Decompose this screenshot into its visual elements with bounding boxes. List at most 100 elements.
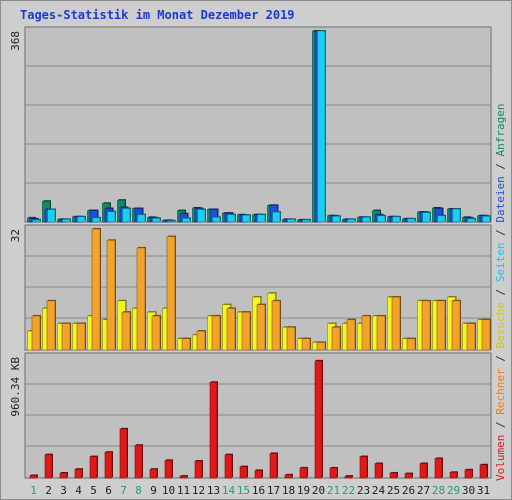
legend-entry-anfragen: Anfragen	[494, 103, 507, 157]
bar-sites-day-4	[76, 323, 86, 351]
x-tick-label-day-21: 21	[327, 484, 340, 497]
x-tick-label-day-9: 9	[150, 484, 157, 497]
bar-pages-day-10	[167, 220, 176, 223]
bar-pages-day-9	[152, 218, 161, 223]
bar-sites-day-24	[376, 315, 386, 351]
bar-sites-day-31	[481, 319, 491, 351]
bar-pages-day-15	[242, 214, 251, 223]
bar-kbytes-day-29	[449, 472, 458, 479]
bar-sites-day-16	[256, 304, 266, 351]
bar-kbytes-day-2	[44, 454, 53, 479]
bar-sites-day-18	[286, 327, 296, 351]
x-tick-label-day-2: 2	[45, 484, 52, 497]
x-tick-label-day-16: 16	[252, 484, 265, 497]
bar-pages-day-11	[182, 218, 191, 223]
x-tick-label-day-17: 17	[267, 484, 280, 497]
bar-kbytes-day-15	[239, 466, 248, 479]
y-max-label-requests: 368	[9, 31, 22, 51]
bar-sites-day-11	[181, 338, 191, 351]
bar-sites-day-8	[136, 247, 146, 351]
x-tick-label-day-28: 28	[432, 484, 445, 497]
bar-pages-day-31	[482, 215, 491, 223]
bar-pages-day-6	[107, 211, 116, 223]
bar-sites-day-28	[436, 300, 446, 351]
bar-kbytes-day-14	[224, 454, 233, 479]
bar-sites-day-26	[406, 338, 416, 351]
bar-sites-day-21	[331, 327, 341, 351]
x-tick-label-day-10: 10	[162, 484, 175, 497]
x-tick-label-day-25: 25	[387, 484, 400, 497]
bar-sites-day-19	[301, 338, 311, 351]
bar-sites-day-27	[421, 300, 431, 351]
x-tick-label-day-6: 6	[105, 484, 112, 497]
bar-pages-day-18	[287, 219, 296, 223]
legend-separator: /	[494, 414, 507, 435]
bar-pages-day-7	[122, 208, 131, 223]
bar-kbytes-day-24	[374, 463, 383, 479]
bar-sites-day-7	[121, 311, 131, 351]
bar-kbytes-day-17	[269, 453, 278, 479]
bar-kbytes-day-7	[119, 428, 128, 479]
x-tick-label-day-11: 11	[177, 484, 190, 497]
bar-sites-day-10	[166, 236, 176, 351]
bar-kbytes-day-9	[149, 468, 158, 479]
bar-pages-day-8	[137, 214, 146, 223]
chart-title: Tages-Statistik im Monat Dezember 2019	[20, 8, 295, 22]
legend-entry-dateien: Dateien	[494, 176, 507, 223]
legend-separator: /	[494, 156, 507, 177]
bar-pages-day-2	[47, 209, 56, 223]
legend-separator: /	[494, 282, 507, 303]
bar-pages-day-17	[272, 211, 281, 223]
bar-pages-day-16	[257, 214, 266, 223]
x-tick-label-day-30: 30	[462, 484, 475, 497]
bar-sites-day-22	[346, 319, 356, 351]
bar-sites-day-6	[106, 240, 116, 351]
bar-kbytes-day-25	[389, 472, 398, 479]
y-max-label-visits: 32	[9, 229, 22, 242]
plot-area-requests	[24, 26, 492, 223]
x-tick-label-day-3: 3	[60, 484, 67, 497]
bar-kbytes-day-27	[419, 463, 428, 479]
bar-kbytes-day-1	[29, 475, 38, 479]
bar-kbytes-day-22	[344, 475, 353, 479]
bar-pages-day-20	[317, 30, 326, 223]
legend-separator: /	[494, 222, 507, 243]
bar-sites-day-9	[151, 315, 161, 351]
bar-pages-day-4	[77, 216, 86, 223]
x-tick-label-day-27: 27	[417, 484, 430, 497]
bar-pages-day-22	[347, 219, 356, 223]
bar-kbytes-day-31	[479, 464, 488, 479]
x-tick-label-day-14: 14	[222, 484, 236, 497]
x-tick-label-day-8: 8	[135, 484, 142, 497]
bar-kbytes-day-11	[179, 475, 188, 479]
bar-kbytes-day-4	[74, 468, 83, 479]
bar-pages-day-3	[62, 219, 71, 223]
bar-pages-day-29	[452, 208, 461, 223]
bar-pages-day-24	[377, 215, 386, 223]
legend-entry-volumen: Volumen	[494, 434, 507, 481]
bar-sites-day-2	[46, 300, 56, 351]
bar-pages-day-21	[332, 215, 341, 223]
x-tick-label-day-18: 18	[282, 484, 295, 497]
bar-sites-day-12	[196, 330, 206, 351]
bar-kbytes-day-28	[434, 458, 443, 479]
bar-sites-day-29	[451, 300, 461, 351]
bar-pages-day-26	[407, 218, 416, 223]
legend-entry-rechner: Rechner	[494, 368, 507, 415]
bar-kbytes-day-18	[284, 474, 293, 479]
bar-sites-day-15	[241, 311, 251, 351]
legend-separator: /	[494, 348, 507, 369]
bar-kbytes-day-12	[194, 460, 203, 479]
bar-pages-day-28	[437, 215, 446, 223]
bar-kbytes-day-23	[359, 456, 368, 479]
x-tick-label-day-31: 31	[477, 484, 490, 497]
bar-kbytes-day-3	[59, 472, 68, 479]
x-tick-label-day-13: 13	[207, 484, 220, 497]
bar-pages-day-23	[362, 217, 371, 223]
bar-kbytes-day-26	[404, 473, 413, 479]
bar-sites-day-23	[361, 315, 371, 351]
x-tick-label-day-26: 26	[402, 484, 415, 497]
x-tick-label-day-22: 22	[342, 484, 355, 497]
bar-pages-day-30	[467, 218, 476, 223]
